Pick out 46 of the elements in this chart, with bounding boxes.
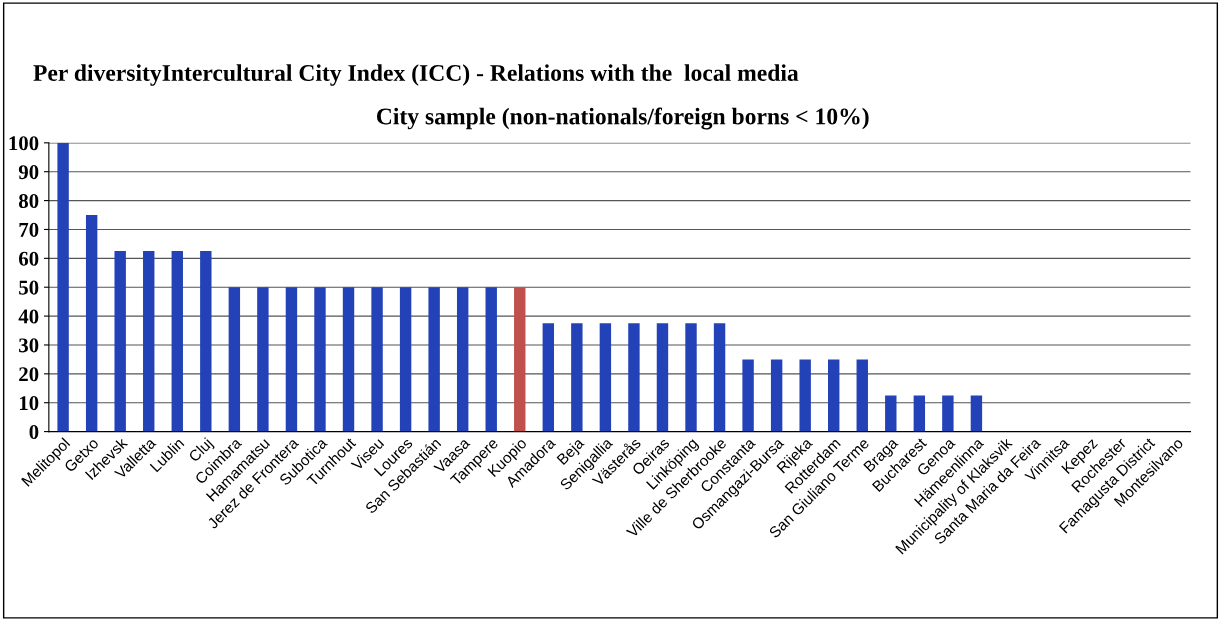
bar [85, 215, 98, 432]
y-tick-label: 20 [19, 367, 39, 382]
bar [770, 359, 783, 432]
y-tick-label: 90 [18, 165, 39, 180]
chart-title: Per diversityIntercultural City Index (ICC) - Relations with the local media [33, 64, 799, 86]
bar [428, 287, 440, 432]
bar [799, 359, 811, 432]
chart-subtitle: City sample (non-nationals/foreign borns < 10%) [376, 107, 869, 130]
bar [742, 359, 754, 432]
bar [314, 287, 326, 432]
bar [656, 323, 669, 432]
bar [856, 359, 868, 432]
bar [143, 251, 155, 432]
y-tick-label: 0 [29, 424, 39, 440]
bar [456, 287, 469, 432]
bar [828, 359, 840, 432]
y-tick-label: 30 [19, 338, 39, 353]
bar [885, 395, 897, 432]
bar [485, 287, 497, 432]
bar [57, 142, 69, 432]
bar [713, 323, 726, 432]
bar [342, 287, 355, 432]
bar [285, 287, 298, 432]
y-tick-label: 10 [19, 396, 39, 411]
bar [228, 287, 241, 432]
bar [685, 323, 697, 432]
bar [171, 251, 183, 432]
bar [628, 323, 640, 432]
y-tick-label: 60 [19, 251, 39, 266]
bar [542, 323, 555, 432]
y-tick-label: 70 [19, 222, 39, 237]
bar [114, 251, 126, 432]
bar [942, 395, 954, 432]
y-tick-label: 80 [18, 193, 39, 209]
bar [599, 323, 612, 432]
bar [371, 287, 383, 432]
y-tick-label: 40 [18, 309, 39, 324]
bar [571, 323, 583, 432]
bar [970, 395, 983, 432]
y-tick-label: 50 [19, 280, 39, 295]
bar [399, 287, 412, 432]
y-tick-label: 100 [9, 136, 39, 151]
bar [257, 287, 269, 432]
bar [913, 395, 926, 432]
bar [514, 287, 526, 432]
bar [200, 251, 212, 432]
